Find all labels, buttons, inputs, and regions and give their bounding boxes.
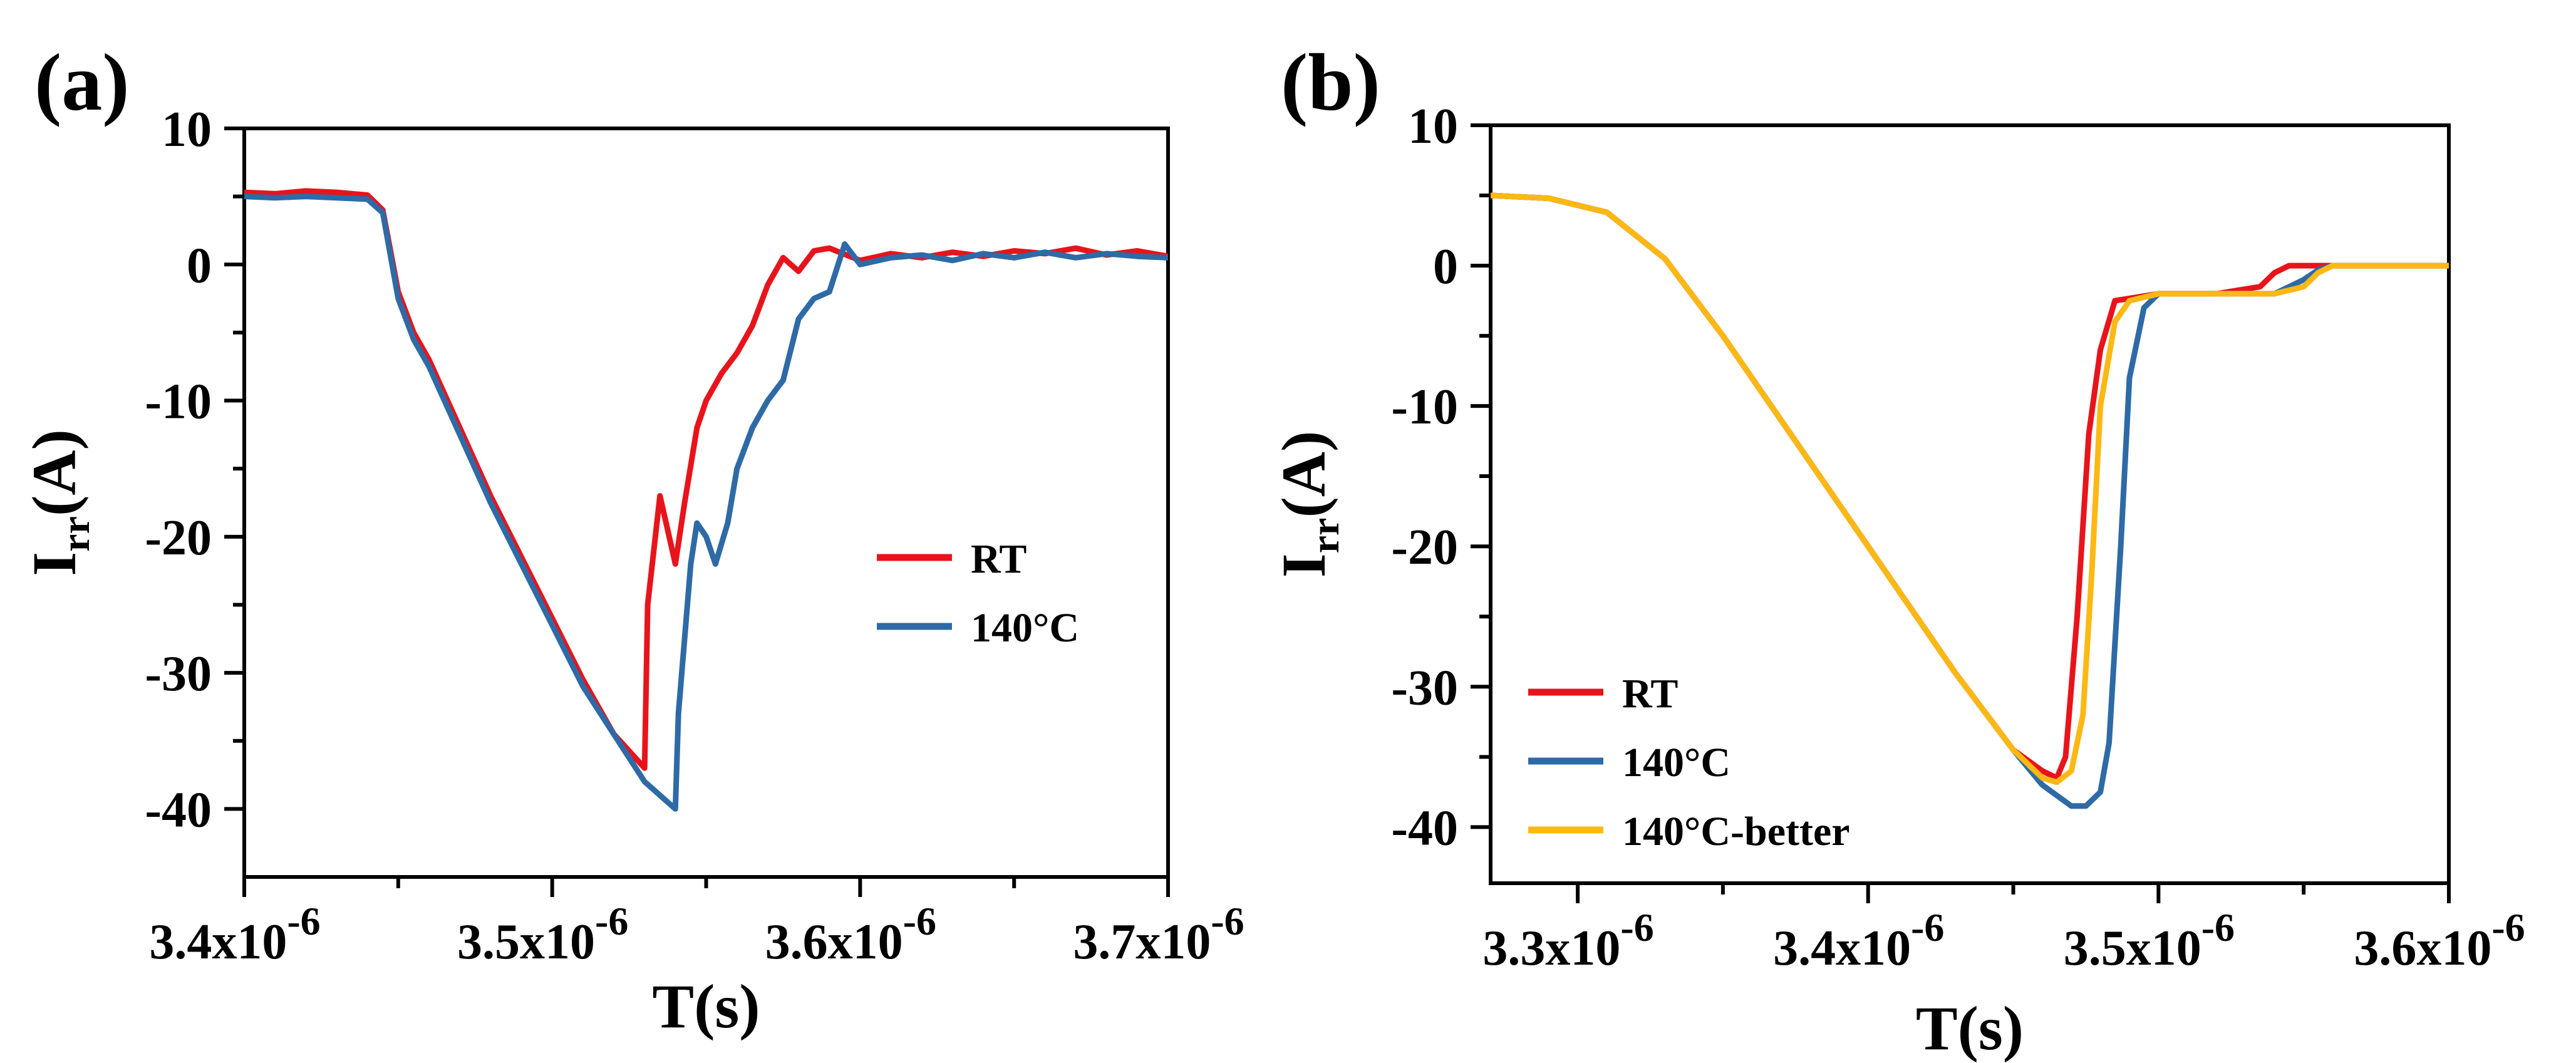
y-axis-title-sub: rr (53, 516, 98, 552)
x-tick-label: 3.7x10-6 (1073, 899, 1244, 970)
y-axis-title: Irr(A) (19, 429, 98, 576)
series-line-rt (244, 188, 1168, 771)
x-tick-label: 3.3x10-6 (1482, 905, 1653, 976)
y-tick-label: 10 (1408, 99, 1458, 154)
legend: RT 140°C (877, 536, 1079, 651)
panel-label: (a) (34, 38, 130, 128)
x-tick-label: 3.6x10-6 (2354, 905, 2525, 976)
x-tick-label: 3.5x10-6 (457, 899, 628, 970)
legend-label: RT (971, 536, 1027, 582)
y-tick-label: -20 (145, 511, 212, 566)
y-tick-label: 10 (162, 102, 212, 157)
x-tick-mantissa: 3.4x10 (1773, 921, 1911, 976)
x-tick-exponent: -6 (1911, 905, 1944, 950)
x-tick-exponent: -6 (287, 899, 320, 943)
legend-label: 140°C (1622, 740, 1730, 786)
x-tick-label: 3.4x10-6 (149, 899, 320, 970)
x-tick-exponent: -6 (1211, 899, 1244, 943)
y-tick-label: 0 (1433, 239, 1458, 294)
y-tick-label: -30 (145, 646, 212, 702)
y-tick-label: -30 (1391, 660, 1458, 715)
y-axis-title-main: I (1269, 553, 1338, 578)
x-tick-label: 3.6x10-6 (765, 899, 936, 970)
legend-label: RT (1622, 671, 1678, 717)
legend-label: 140°C (971, 605, 1079, 651)
y-axis-title: Irr(A) (1269, 431, 1347, 578)
x-tick-mantissa: 3.5x10 (2064, 921, 2201, 976)
x-tick-label: 3.5x10-6 (2064, 905, 2235, 976)
x-tick-exponent: -6 (2491, 905, 2525, 950)
x-tick-mantissa: 3.6x10 (2354, 921, 2491, 976)
x-tick-mantissa: 3.4x10 (149, 915, 287, 970)
plot-frame (1489, 123, 2451, 885)
x-tick-mantissa: 3.6x10 (765, 915, 903, 970)
x-tick-mantissa: 3.3x10 (1482, 921, 1620, 976)
x-axis-title: T(s) (1916, 993, 2024, 1063)
x-tick-label: 3.4x10-6 (1773, 905, 1944, 976)
y-tick-label: -10 (1391, 380, 1458, 435)
x-tick-mantissa: 3.5x10 (457, 915, 595, 970)
x-axis-title: T(s) (652, 972, 760, 1041)
series-line-140-c-better (1491, 192, 2449, 786)
y-tick-label: -10 (145, 375, 212, 430)
legend: RT 140°C 140°C-better (1528, 671, 1850, 854)
series-line-140-c (244, 194, 1168, 812)
y-axis-title-main: I (19, 552, 89, 576)
x-tick-exponent: -6 (1620, 905, 1653, 950)
panel-label: (b) (1281, 38, 1380, 128)
x-tick-exponent: -6 (2201, 905, 2235, 950)
x-tick-mantissa: 3.7x10 (1073, 915, 1211, 970)
x-tick-exponent: -6 (903, 899, 936, 943)
y-tick-label: -40 (145, 782, 212, 837)
y-axis-title-unit: (A) (19, 429, 89, 516)
x-tick-exponent: -6 (595, 899, 628, 943)
legend-label: 140°C-better (1622, 809, 1850, 854)
y-axis-title-sub: rr (1303, 518, 1347, 554)
y-axis-title-unit: (A) (1269, 431, 1338, 518)
plot-frame (242, 127, 1170, 879)
y-tick-label: -20 (1391, 520, 1458, 575)
y-tick-label: 0 (187, 238, 212, 293)
y-tick-label: -40 (1391, 801, 1458, 856)
